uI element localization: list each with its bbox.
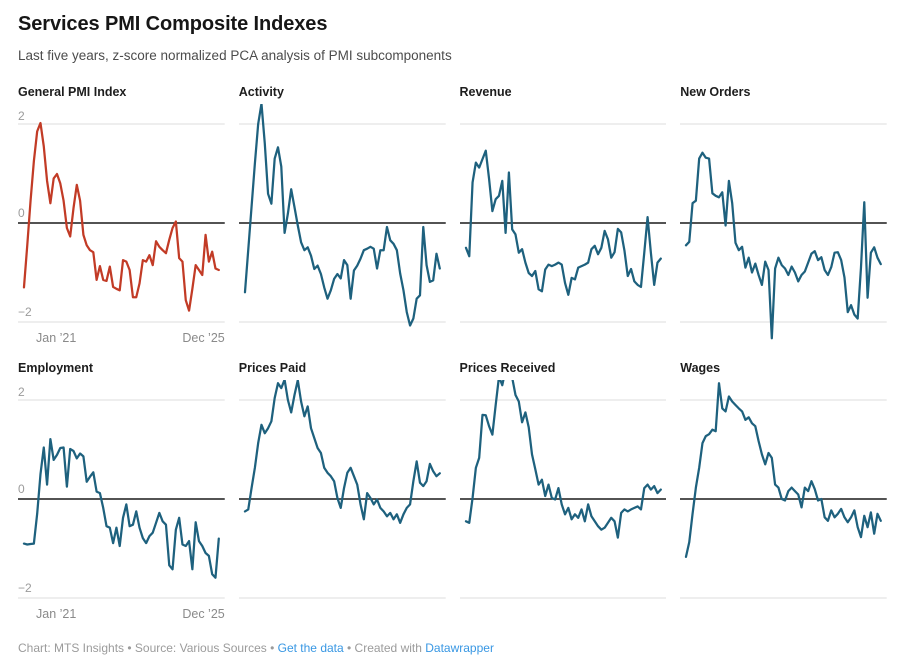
chart-panel: Prices Paid <box>238 360 446 625</box>
data-line <box>686 153 881 339</box>
chart-panel: Employment 2 0 −2 Jan ’21 Dec ’25 <box>18 360 225 625</box>
data-line <box>465 380 660 538</box>
chart-panel: Activity <box>238 84 446 349</box>
plot-clip-region <box>18 104 225 342</box>
plot-clip-region <box>460 380 667 618</box>
y-axis-tick-label: 0 <box>18 482 25 496</box>
x-axis-tick-start: Jan ’21 <box>36 331 77 345</box>
panel-plot-area <box>460 380 667 602</box>
y-axis-tick-label: −2 <box>18 305 32 319</box>
chart-panel: Wages <box>680 360 887 625</box>
plot-clip-region <box>239 380 446 618</box>
line-chart-svg <box>239 104 446 342</box>
line-chart-svg <box>680 104 887 342</box>
panel-plot-area: 2 0 −2 <box>18 104 225 326</box>
data-line <box>245 104 440 326</box>
get-the-data-link[interactable]: Get the data <box>277 641 344 655</box>
line-chart-svg <box>460 380 667 618</box>
line-chart-svg <box>680 380 887 618</box>
x-axis-tick-end: Dec ’25 <box>182 331 225 345</box>
y-axis-tick-label: 0 <box>18 206 25 220</box>
y-axis-tick-label: 2 <box>18 385 25 399</box>
footer: Chart: MTS Insights • Source: Various So… <box>18 641 887 655</box>
plot-clip-region <box>460 104 667 342</box>
line-chart-svg <box>460 104 667 342</box>
panel-plot-area <box>239 380 446 602</box>
panel-title: Wages <box>680 361 721 375</box>
data-line <box>245 380 440 523</box>
footer-credit-text: Chart: MTS Insights • Source: Various So… <box>18 641 278 655</box>
plot-clip-region <box>239 104 446 342</box>
panel-title: Prices Paid <box>238 361 307 375</box>
x-axis-labels <box>239 326 446 349</box>
panel-plot-area <box>680 104 887 326</box>
panel-plot-area <box>460 104 667 326</box>
panel-plot-area <box>239 104 446 326</box>
x-axis-labels <box>460 602 667 625</box>
panel-title: New Orders <box>680 85 751 99</box>
chart-panel: General PMI Index 2 0 −2 Jan ’21 Dec ’25 <box>18 84 225 349</box>
y-axis-tick-label: 2 <box>18 109 25 123</box>
panel-title: Employment <box>18 361 94 375</box>
chart-subtitle: Last five years, z-score normalized PCA … <box>18 48 452 63</box>
panel-title: Activity <box>238 85 284 99</box>
data-line <box>686 383 881 557</box>
datawrapper-link[interactable]: Datawrapper <box>425 641 494 655</box>
plot-clip-region <box>680 380 887 618</box>
panel-plot-area: 2 0 −2 <box>18 380 225 602</box>
x-axis-labels <box>680 326 887 349</box>
x-axis-labels <box>460 326 667 349</box>
plot-clip-region <box>680 104 887 342</box>
data-line <box>24 439 219 578</box>
line-chart-svg <box>18 380 225 618</box>
x-axis-labels <box>239 602 446 625</box>
x-axis-labels: Jan ’21 Dec ’25 <box>18 602 225 625</box>
x-axis-labels: Jan ’21 Dec ’25 <box>18 326 225 349</box>
chart-panel: New Orders <box>680 84 887 349</box>
panel-plot-area <box>680 380 887 602</box>
panel-grid: General PMI Index 2 0 −2 Jan ’21 Dec ’25 A… <box>18 84 887 625</box>
panel-title: Prices Received <box>459 361 556 375</box>
line-chart-svg <box>18 104 225 342</box>
panel-title: Revenue <box>459 85 512 99</box>
y-axis-tick-label: −2 <box>18 581 32 595</box>
data-line <box>465 151 660 295</box>
footer-created-with-text: • Created with <box>343 641 426 655</box>
x-axis-tick-end: Dec ’25 <box>182 607 225 621</box>
panel-title: General PMI Index <box>18 85 127 99</box>
x-axis-tick-start: Jan ’21 <box>36 607 77 621</box>
chart-panel: Prices Received <box>459 360 667 625</box>
chart-panel: Revenue <box>459 84 667 349</box>
x-axis-labels <box>680 602 887 625</box>
line-chart-svg <box>239 380 446 618</box>
data-line <box>24 123 219 311</box>
chart-title: Services PMI Composite Indexes <box>18 13 328 35</box>
plot-clip-region <box>18 380 225 618</box>
